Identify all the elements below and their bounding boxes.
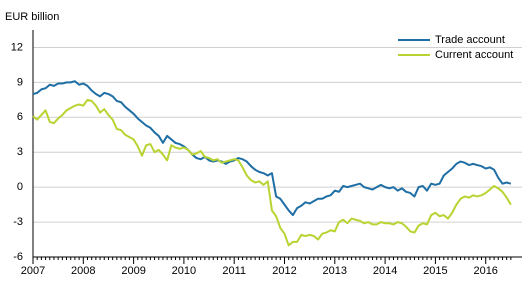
y-tick-label: -6 bbox=[13, 251, 23, 263]
x-tick-label: 2007 bbox=[21, 265, 45, 277]
data-line bbox=[32, 98, 512, 247]
x-tick-label: 2016 bbox=[473, 265, 497, 277]
y-tick-label: 12 bbox=[11, 41, 23, 53]
y-tick-label: 0 bbox=[17, 181, 23, 193]
legend-label: Trade account bbox=[435, 34, 505, 46]
x-tick-label: 2015 bbox=[423, 265, 447, 277]
data-line bbox=[32, 80, 512, 217]
y-tick-label: 6 bbox=[17, 111, 23, 123]
y-tick-label: 3 bbox=[17, 146, 23, 158]
x-tick-label: 2011 bbox=[222, 265, 246, 277]
x-tick-label: 2013 bbox=[323, 265, 347, 277]
y-tick-label: 9 bbox=[17, 76, 23, 88]
x-tick-label: 2014 bbox=[373, 265, 397, 277]
x-tick-label: 2008 bbox=[71, 265, 95, 277]
x-tick-label: 2009 bbox=[121, 265, 145, 277]
y-tick-label: -3 bbox=[13, 216, 23, 228]
y-axis-label: EUR billion bbox=[5, 11, 59, 23]
x-tick-label: 2010 bbox=[172, 265, 196, 277]
x-tick-label: 2012 bbox=[272, 265, 296, 277]
legend-label: Current account bbox=[435, 49, 513, 61]
